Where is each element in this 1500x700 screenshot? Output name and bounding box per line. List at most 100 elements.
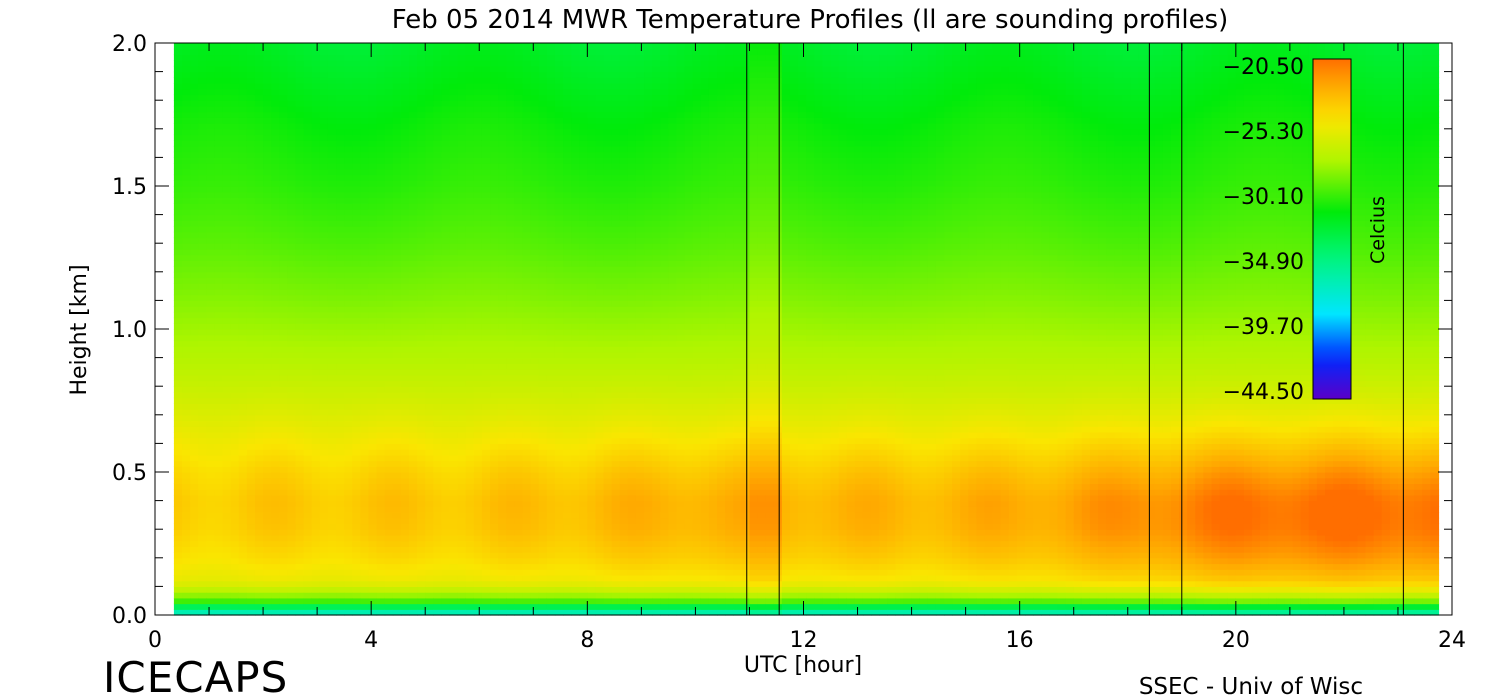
heatmap-cell — [522, 260, 532, 267]
heatmap-cell — [376, 580, 386, 587]
heatmap-cell — [336, 597, 345, 605]
heatmap-cell — [360, 60, 370, 67]
heatmap-cell — [546, 271, 556, 279]
heatmap-cell — [546, 449, 556, 456]
heatmap-cell — [271, 506, 280, 513]
heatmap-cell — [409, 300, 418, 307]
heatmap-cell — [222, 580, 232, 587]
heatmap-cell — [538, 449, 548, 456]
heatmap-cell — [198, 403, 207, 410]
heatmap-cell — [554, 288, 564, 296]
heatmap-cell — [271, 277, 280, 284]
heatmap-cell — [352, 186, 361, 193]
heatmap-cell — [238, 477, 248, 485]
heatmap-cell — [336, 271, 345, 279]
heatmap-cell — [319, 391, 329, 399]
heatmap-cell — [384, 552, 394, 559]
heatmap-cell — [254, 111, 264, 118]
heatmap-cell — [481, 592, 491, 599]
heatmap-cell — [530, 529, 540, 536]
heatmap-cell — [400, 266, 410, 273]
heatmap-cell — [263, 540, 272, 547]
heatmap-cell — [425, 454, 434, 462]
heatmap-cell — [254, 88, 264, 96]
heatmap-cell — [230, 77, 240, 84]
heatmap-cell — [222, 254, 232, 261]
heatmap-cell — [173, 83, 183, 90]
heatmap-cell — [360, 580, 370, 587]
heatmap-cell — [433, 597, 443, 605]
heatmap-cell — [254, 466, 264, 473]
heatmap-cell — [360, 454, 370, 462]
heatmap-cell — [498, 334, 507, 342]
heatmap-cell — [409, 454, 418, 462]
heatmap-cell — [214, 603, 224, 610]
heatmap-cell — [263, 477, 272, 485]
heatmap-cell — [206, 351, 216, 359]
heatmap-cell — [206, 506, 216, 513]
heatmap-cell — [271, 552, 280, 559]
heatmap-cell — [465, 134, 475, 141]
heatmap-cell — [441, 597, 451, 605]
heatmap-cell — [506, 43, 515, 50]
heatmap-cell — [311, 254, 321, 261]
heatmap-cell — [481, 552, 491, 559]
heatmap-cell — [465, 186, 475, 193]
heatmap-cell — [449, 174, 459, 181]
heatmap-cell — [263, 306, 272, 313]
heatmap-cell — [254, 334, 264, 342]
heatmap-cell — [425, 157, 434, 164]
heatmap-cell — [546, 374, 556, 382]
heatmap-cell — [376, 472, 386, 479]
heatmap-cell — [506, 437, 515, 444]
heatmap-cell — [182, 323, 191, 330]
heatmap-cell — [563, 71, 572, 78]
heatmap-cell — [311, 237, 321, 244]
heatmap-cell — [198, 557, 207, 565]
heatmap-cell — [571, 128, 580, 136]
heatmap-cell — [554, 180, 564, 187]
heatmap-cell — [263, 397, 272, 404]
heatmap-cell — [287, 100, 297, 107]
heatmap-cell — [279, 151, 289, 158]
heatmap-cell — [514, 180, 524, 187]
heatmap-cell — [319, 472, 329, 479]
heatmap-cell — [254, 163, 264, 170]
heatmap-cell — [327, 134, 337, 141]
heatmap-cell — [441, 151, 451, 158]
heatmap-cell — [530, 243, 540, 250]
heatmap-cell — [433, 574, 443, 582]
heatmap-cell — [360, 443, 370, 450]
heatmap-cell — [433, 140, 443, 147]
heatmap-cell — [360, 494, 370, 502]
heatmap-cell — [198, 391, 207, 399]
heatmap-cell — [400, 77, 410, 84]
heatmap-cell — [546, 346, 556, 353]
heatmap-cell — [311, 277, 321, 284]
heatmap-cell — [344, 472, 353, 479]
heatmap-cell — [198, 83, 207, 90]
heatmap-cell — [319, 231, 329, 239]
heatmap-cell — [465, 512, 475, 519]
heatmap-cell — [400, 374, 410, 382]
heatmap-cell — [400, 409, 410, 416]
heatmap-cell — [571, 409, 580, 416]
heatmap-cell — [173, 443, 183, 450]
heatmap-cell — [190, 489, 199, 496]
heatmap-cell — [498, 477, 507, 485]
heatmap-cell — [352, 534, 361, 542]
heatmap-cell — [384, 351, 394, 359]
heatmap-cell — [433, 294, 443, 301]
heatmap-cell — [506, 186, 515, 193]
heatmap-cell — [214, 266, 224, 273]
heatmap-cell — [538, 483, 548, 490]
heatmap-cell — [303, 603, 313, 610]
heatmap-cell — [506, 77, 515, 84]
heatmap-cell — [263, 243, 272, 250]
heatmap-cell — [433, 71, 443, 78]
heatmap-cell — [465, 226, 475, 233]
heatmap-cell — [563, 512, 572, 519]
heatmap-cell — [490, 580, 499, 587]
heatmap-cell — [457, 174, 467, 181]
heatmap-cell — [384, 140, 394, 147]
